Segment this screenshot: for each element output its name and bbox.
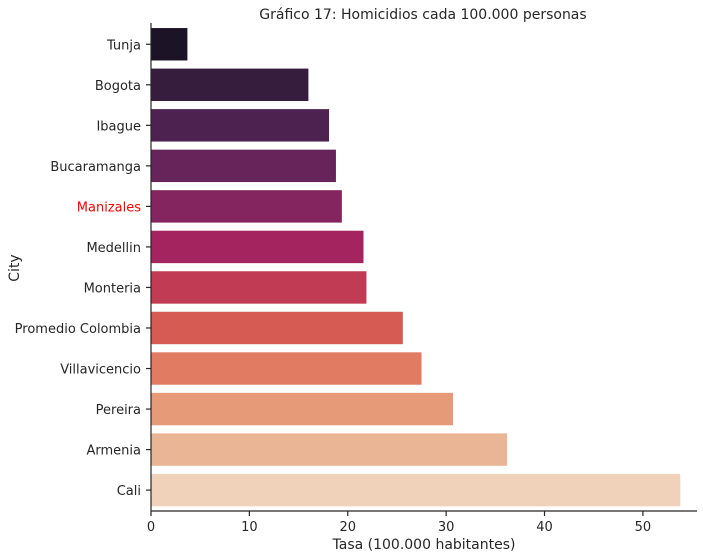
y-tick-label: Monteria [84,281,141,296]
x-tick-label: 30 [438,520,455,535]
y-axis-label: City [7,254,23,281]
y-tick-label: Bogota [95,79,141,94]
y-tick-label: Pereira [96,403,141,418]
x-tick-label: 20 [339,520,356,535]
y-tick-label: Medellin [86,241,141,256]
bar-armenia [151,433,508,466]
x-tick-label: 0 [147,520,155,535]
chart-title: Gráfico 17: Homicidios cada 100.000 pers… [259,7,586,23]
x-tick-label: 10 [241,520,258,535]
bar-medellin [151,230,364,264]
y-tick-label: Tunja [106,38,141,53]
x-axis-label: Tasa (100.000 habitantes) [332,537,516,553]
y-tick-label: Bucaramanga [50,160,141,175]
bar-bucaramanga [151,149,336,183]
bar-bogota [151,68,309,102]
x-tick-label: 50 [635,520,652,535]
y-tick-label: Manizales [77,200,141,215]
bar-manizales [151,190,342,223]
bar-tunja [151,28,188,61]
y-tick-labels: Tunja Bogota Ibague Bucaramanga Manizales Med… [15,38,151,499]
bars-group [151,28,681,507]
y-tick-label: Villavicencio [60,363,141,378]
bar-villavicencio [151,352,422,385]
x-tick-label: 40 [536,520,553,535]
bar-pereira [151,392,454,426]
bar-monteria [151,271,367,304]
y-tick-label: Armenia [87,444,142,459]
bar-ibague [151,109,330,142]
bar-promedio-colombia [151,311,403,345]
y-tick-label: Cali [117,484,141,499]
x-ticks: 0 10 20 30 40 50 [147,511,651,535]
y-tick-label: Promedio Colombia [15,322,141,337]
y-tick-label: Ibague [96,119,141,134]
bar-cali [151,473,681,507]
